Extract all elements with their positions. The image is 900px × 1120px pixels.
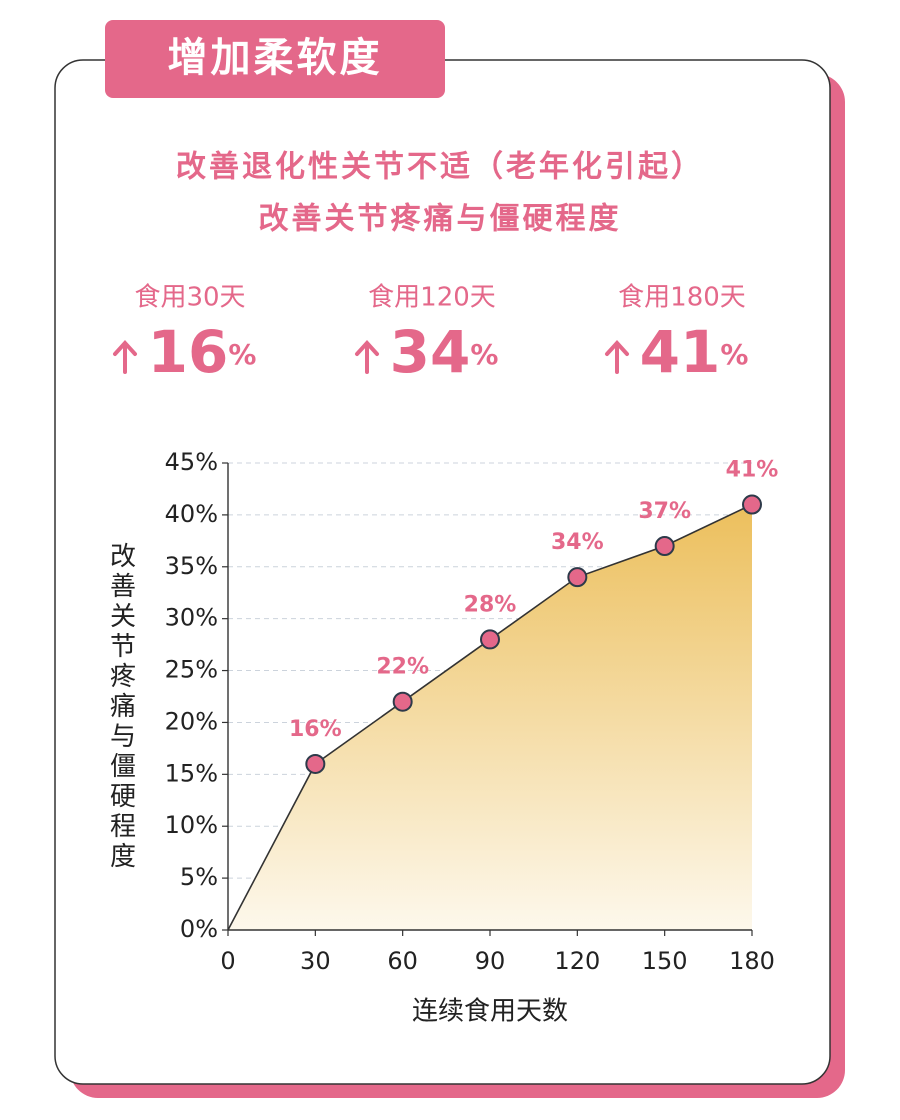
y-tick-label: 15% bbox=[165, 759, 218, 787]
y-axis-label: 改善关节疼痛与僵硬程度 bbox=[106, 542, 136, 872]
y-tick-label: 10% bbox=[165, 811, 218, 839]
marker bbox=[305, 753, 326, 774]
stat-value: 16% bbox=[148, 318, 257, 386]
data-label: 41% bbox=[726, 458, 779, 483]
y-tick-label: 25% bbox=[165, 656, 218, 684]
subtitle: 改善关节疼痛与僵硬程度 bbox=[259, 202, 622, 237]
area bbox=[228, 504, 752, 930]
arrow-icon bbox=[605, 340, 629, 374]
x-tick-label: 90 bbox=[475, 947, 506, 975]
stat-value: 34% bbox=[390, 318, 499, 386]
arrow-icon bbox=[113, 340, 137, 374]
data-label: 37% bbox=[638, 499, 691, 524]
stat-number: 16 bbox=[148, 318, 229, 386]
y-tick-label: 0% bbox=[180, 915, 218, 943]
marker bbox=[567, 567, 588, 588]
y-tick-label: 20% bbox=[165, 707, 218, 735]
data-label: 28% bbox=[464, 592, 517, 617]
stat-number: 34 bbox=[390, 318, 471, 386]
x-tick-label: 150 bbox=[642, 947, 688, 975]
marker bbox=[392, 691, 413, 712]
marker bbox=[654, 536, 675, 557]
header-title: 增加柔软度 bbox=[168, 35, 383, 81]
x-tick-label: 180 bbox=[729, 947, 775, 975]
x-tick-label: 0 bbox=[220, 947, 235, 975]
y-tick-label: 5% bbox=[180, 863, 218, 891]
marker bbox=[480, 629, 500, 650]
x-tick-label: 60 bbox=[387, 947, 418, 975]
y-tick-label: 30% bbox=[165, 604, 218, 632]
x-tick-label: 120 bbox=[554, 947, 600, 975]
subtitle: 改善退化性关节不适（老年化引起） bbox=[176, 150, 704, 185]
data-label: 22% bbox=[376, 655, 429, 680]
stat-label: 食用30天 bbox=[134, 283, 245, 313]
stat-label: 食用180天 bbox=[618, 283, 746, 313]
arrow-icon bbox=[355, 340, 379, 374]
data-label: 34% bbox=[551, 530, 604, 555]
marker bbox=[742, 494, 762, 515]
stat-unit: % bbox=[720, 338, 748, 371]
x-tick-label: 30 bbox=[300, 947, 331, 975]
x-axis-label: 连续食用天数 bbox=[412, 997, 568, 1027]
data-label: 16% bbox=[289, 717, 342, 742]
y-tick-label: 40% bbox=[165, 500, 218, 528]
stat-number: 41 bbox=[640, 318, 721, 386]
stat-unit: % bbox=[470, 338, 498, 371]
header-tag bbox=[105, 20, 445, 98]
stat-unit: % bbox=[228, 338, 256, 371]
stat-label: 食用120天 bbox=[368, 283, 496, 313]
y-tick-label: 35% bbox=[165, 552, 218, 580]
stat-value: 41% bbox=[640, 318, 749, 386]
y-tick-label: 45% bbox=[165, 448, 218, 476]
